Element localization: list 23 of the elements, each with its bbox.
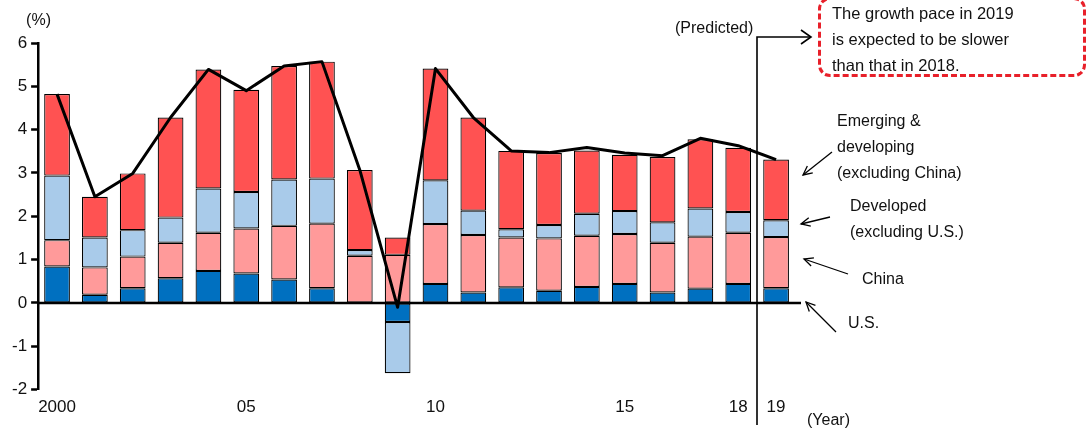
y-tick-label: -1 <box>11 335 28 355</box>
y-tick-label: -2 <box>11 379 28 399</box>
x-tick-label: 05 <box>236 397 256 417</box>
y-axis-title: (%) <box>26 10 51 29</box>
text: (Predicted) <box>675 18 754 37</box>
x-tick-label: 2000 <box>38 397 76 417</box>
text: U.S. <box>848 313 880 333</box>
x-tick-label: 10 <box>426 397 445 417</box>
x-tick-label: 19 <box>766 397 786 417</box>
x-tick-label: 18 <box>728 397 748 417</box>
x-tick-label: 15 <box>615 397 635 417</box>
text: Emerging & developing (excluding China) <box>837 111 962 183</box>
x-axis-title: (Year) <box>807 410 850 429</box>
y-tick-label: 2 <box>17 205 28 225</box>
text: Developed (excluding U.S.) <box>850 196 964 242</box>
y-tick-label: 6 <box>17 32 28 52</box>
y-tick-label: 1 <box>17 249 28 269</box>
y-tick-label: 3 <box>17 162 28 182</box>
y-tick-label: 4 <box>17 119 28 139</box>
y-tick-label: 0 <box>17 292 28 312</box>
text: China <box>862 269 904 289</box>
text: The growth pace in 2019 is expected to be slower than that in 2018. <box>832 3 1014 76</box>
y-tick-label: 5 <box>17 76 28 96</box>
